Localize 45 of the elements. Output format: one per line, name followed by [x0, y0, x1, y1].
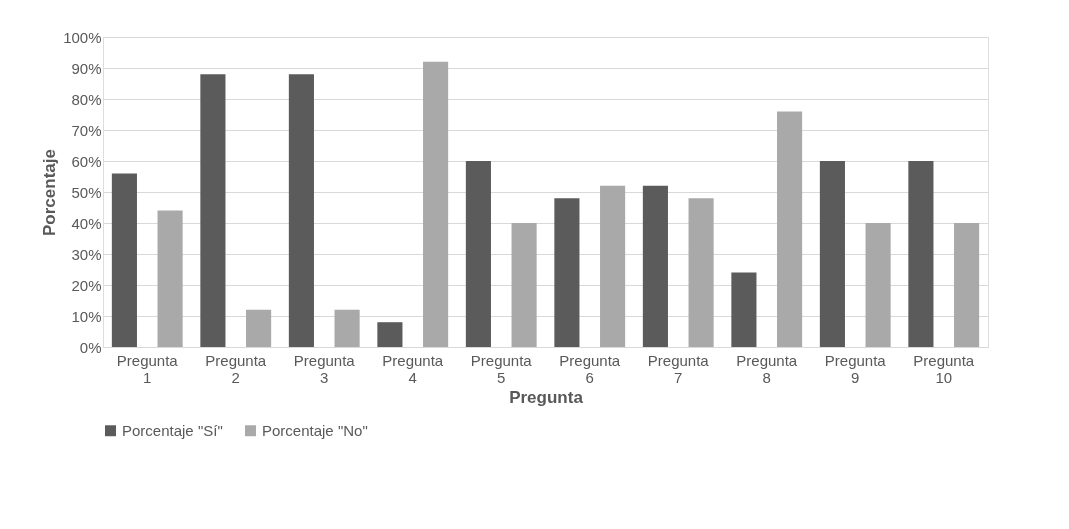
- x-tick-label: Pregunta 9: [824, 351, 887, 386]
- bar: [157, 210, 183, 347]
- bar: [511, 223, 537, 347]
- bar: [288, 74, 314, 347]
- y-tick-label: 0%: [79, 338, 102, 356]
- x-tick-label: Pregunta 3: [293, 351, 356, 386]
- legend-label: Porcentaje "Sí": [122, 421, 223, 439]
- y-tick-label: 50%: [71, 183, 102, 201]
- x-tick-label: Pregunta 2: [205, 351, 267, 386]
- x-tick-label: Pregunta 6: [559, 351, 621, 386]
- y-tick-label: 80%: [71, 90, 102, 108]
- bar: [465, 161, 491, 347]
- bar: [334, 309, 360, 347]
- bar: [642, 185, 668, 347]
- y-axis-title: Porcentaje: [40, 149, 60, 236]
- x-tick-label: Pregunta 1: [116, 351, 179, 386]
- bar: [731, 272, 757, 347]
- bar: [200, 74, 226, 347]
- y-tick-label: 60%: [71, 152, 102, 170]
- y-tick-label: 70%: [71, 121, 102, 139]
- legend-label: Porcentaje "No": [262, 421, 368, 439]
- y-tick-label: 100%: [63, 28, 102, 46]
- y-tick-label: 30%: [71, 245, 102, 263]
- bar: [423, 61, 449, 347]
- bar: [377, 322, 403, 347]
- bar: [954, 223, 980, 347]
- bar: [600, 185, 626, 347]
- bar: [111, 173, 137, 347]
- y-tick-label: 90%: [71, 59, 102, 77]
- x-tick-label: Pregunta 7: [647, 351, 710, 386]
- bar: [554, 198, 580, 347]
- y-tick-label: 20%: [71, 276, 102, 294]
- x-axis-title: Pregunta: [509, 387, 584, 407]
- bar: [246, 309, 272, 347]
- x-tick-label: Pregunta 10: [913, 351, 975, 386]
- y-tick-label: 10%: [71, 307, 102, 325]
- bar: [908, 161, 934, 347]
- x-tick-label: Pregunta 4: [382, 351, 444, 386]
- y-tick-label: 40%: [71, 214, 102, 232]
- bar: [819, 161, 845, 347]
- bar: [777, 111, 803, 347]
- x-tick-label: Pregunta 8: [736, 351, 798, 386]
- bar: [865, 223, 891, 347]
- bar: [688, 198, 714, 347]
- x-tick-label: Pregunta 5: [470, 351, 533, 386]
